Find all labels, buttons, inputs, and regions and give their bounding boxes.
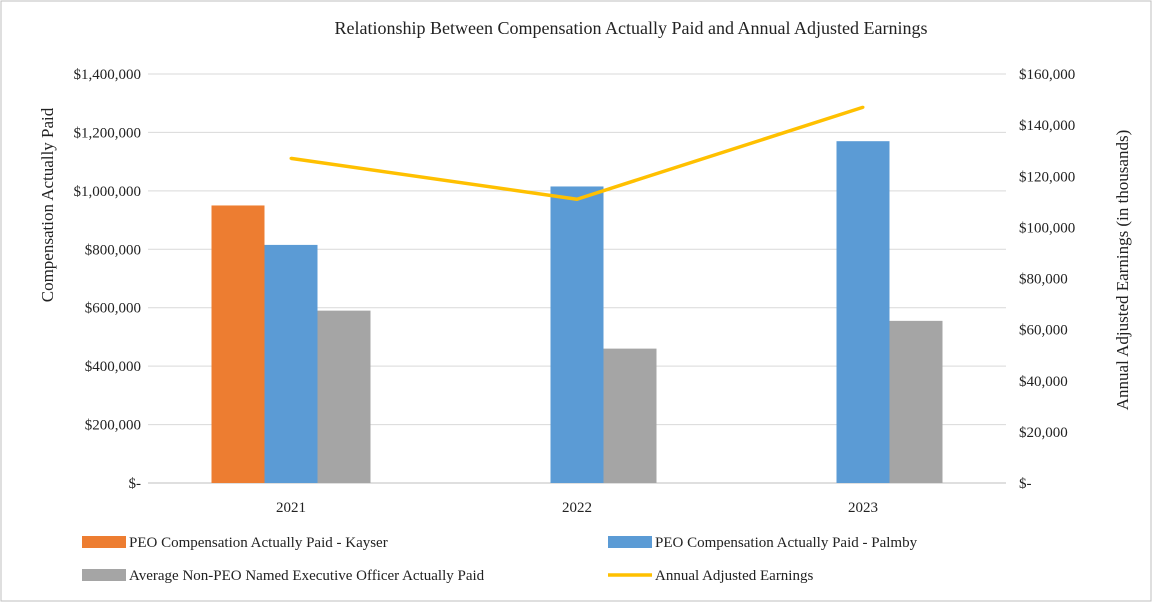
y-tick-label: $- — [129, 476, 142, 492]
legend-label: Annual Adjusted Earnings — [655, 568, 813, 584]
bar — [317, 310, 371, 483]
legend-swatch — [82, 569, 126, 581]
y-tick-label: $600,000 — [85, 301, 141, 317]
x-tick-label: 2021 — [276, 500, 306, 516]
y-tick-label: $200,000 — [85, 418, 141, 434]
bar — [603, 348, 657, 483]
chart-title: Relationship Between Compensation Actual… — [335, 18, 928, 38]
legend-label: PEO Compensation Actually Paid - Kayser — [129, 535, 388, 551]
y2-tick-label: $60,000 — [1019, 323, 1068, 339]
bar — [836, 141, 890, 483]
y2-tick-label: $160,000 — [1019, 67, 1075, 83]
bar — [264, 244, 318, 483]
y2-tick-label: $120,000 — [1019, 169, 1075, 185]
y-axis-title: Compensation Actually Paid — [38, 107, 57, 302]
y-tick-label: $1,000,000 — [74, 184, 142, 200]
y2-tick-label: $40,000 — [1019, 374, 1068, 390]
bar — [889, 320, 943, 483]
y-tick-label: $800,000 — [85, 242, 141, 258]
line-layer — [289, 105, 865, 202]
y2-tick-label: $100,000 — [1019, 220, 1075, 236]
line-point — [289, 156, 293, 160]
y2-tick-label: $- — [1019, 476, 1032, 492]
bar — [211, 205, 265, 483]
legend-swatch — [82, 536, 126, 548]
line-point — [861, 105, 865, 109]
y-tick-label: $400,000 — [85, 359, 141, 375]
legend-swatch — [608, 536, 652, 548]
y2-axis-title: Annual Adjusted Earnings (in thousands) — [1113, 130, 1132, 410]
y2-tick-label: $140,000 — [1019, 118, 1075, 134]
bar-layer — [211, 141, 943, 483]
legend-label: Average Non-PEO Named Executive Officer … — [129, 568, 485, 584]
x-tick-label: 2022 — [562, 500, 592, 516]
y-tick-label: $1,400,000 — [74, 67, 142, 83]
tick-layer: $- $200,000 $400,000 $600,000 $800,000 $1,000… — [74, 67, 1076, 516]
legend-label: PEO Compensation Actually Paid - Palmby — [655, 535, 918, 551]
bar — [550, 186, 604, 483]
line-point — [575, 197, 579, 201]
y-tick-label: $1,200,000 — [74, 125, 142, 141]
x-tick-label: 2023 — [848, 500, 878, 516]
legend: PEO Compensation Actually Paid - Kayser P… — [82, 535, 918, 584]
y2-tick-label: $20,000 — [1019, 425, 1068, 441]
y2-tick-label: $80,000 — [1019, 272, 1068, 288]
